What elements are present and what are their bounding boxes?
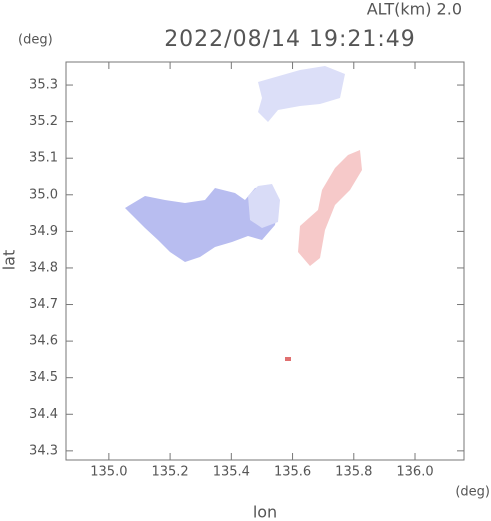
y-tick-label: 35.3 xyxy=(29,78,58,93)
y-tick-label: 34.9 xyxy=(29,224,58,239)
echo-red xyxy=(298,150,362,266)
y-tick-label: 34.5 xyxy=(29,370,58,385)
y-tick-label: 34.7 xyxy=(29,297,58,312)
y-tick-label: 35.2 xyxy=(29,114,58,129)
chart-title: 2022/08/14 19:21:49 xyxy=(164,27,416,52)
x-unit: (deg) xyxy=(455,485,490,500)
y-tick-label: 34.3 xyxy=(29,443,58,458)
y-axis-label: lat xyxy=(0,250,19,271)
echo-north xyxy=(258,66,345,122)
echo-light-blue xyxy=(248,184,280,228)
x-axis-label: lon xyxy=(253,503,277,521)
x-tick-label: 135.8 xyxy=(335,465,372,480)
x-tick-label: 135.4 xyxy=(213,465,250,480)
echo-dot xyxy=(285,357,291,361)
x-tick-label: 135.6 xyxy=(274,465,311,480)
echo-areas xyxy=(125,66,362,361)
altitude-label: ALT(km) 2.0 xyxy=(367,0,462,19)
y-tick-label: 34.8 xyxy=(29,260,58,275)
y-tick-label: 34.4 xyxy=(29,407,58,422)
y-unit: (deg) xyxy=(18,33,53,48)
y-tick-label: 35.0 xyxy=(29,187,58,202)
y-tick-label: 35.1 xyxy=(29,151,58,166)
echo-blue xyxy=(125,186,278,262)
x-tick-label: 135.0 xyxy=(90,465,127,480)
y-tick-label: 34.6 xyxy=(29,334,58,349)
x-tick-label: 136.0 xyxy=(396,465,433,480)
x-tick-label: 135.2 xyxy=(151,465,188,480)
plot-frame xyxy=(65,61,465,461)
